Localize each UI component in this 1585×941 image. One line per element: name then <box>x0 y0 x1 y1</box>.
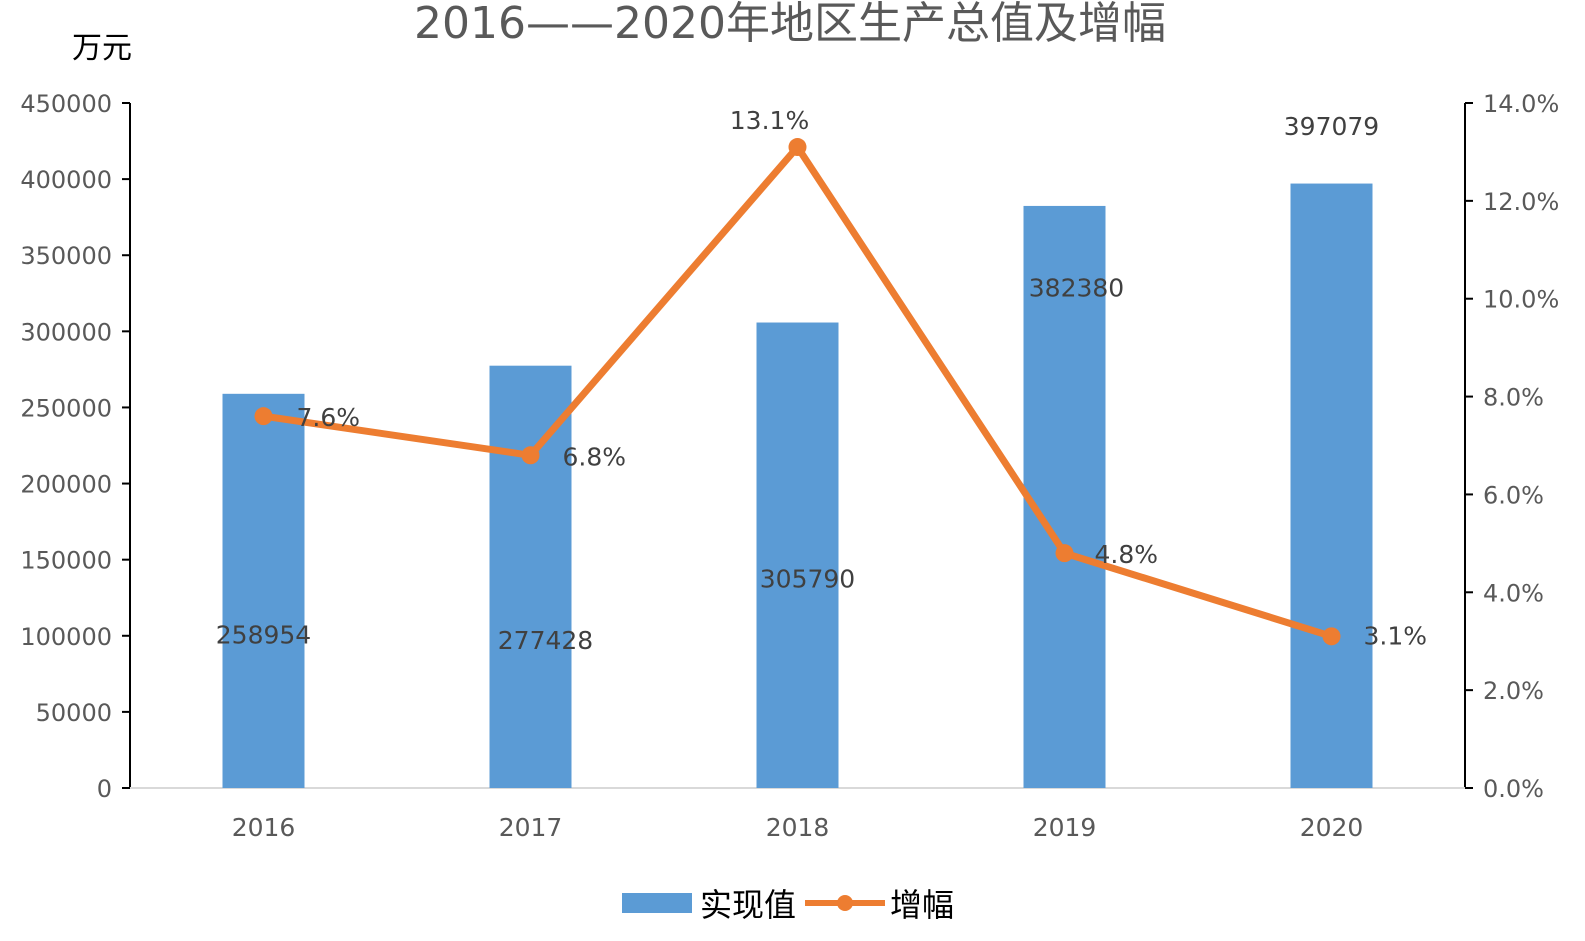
left-y-tick-label: 200000 <box>20 471 112 499</box>
legend-bar-swatch <box>622 893 692 913</box>
left-y-tick-label: 100000 <box>20 623 112 651</box>
left-y-tick-label: 50000 <box>36 699 112 727</box>
growth-point-2016 <box>254 407 273 426</box>
right-y-tick-label: 6.0% <box>1483 481 1544 509</box>
growth-value-label: 13.1% <box>730 106 809 135</box>
left-y-tick-label: 250000 <box>20 394 112 422</box>
right-y-tick-label: 0.0% <box>1483 775 1544 803</box>
growth-line-group <box>254 138 1341 646</box>
growth-point-2019 <box>1055 544 1074 563</box>
axes-group: 0 50000 100000 150000 200000 250000 300000 3500… <box>20 90 1559 842</box>
bars-group <box>222 183 1373 789</box>
left-y-tick-label: 450000 <box>20 90 112 118</box>
growth-value-label: 3.1% <box>1364 621 1428 650</box>
data-labels-group: 258954 277428 305790 382380 397079 7.6% 6.8% 13… <box>216 106 1427 655</box>
growth-value-label: 4.8% <box>1095 540 1159 569</box>
left-y-tick-label: 0 <box>97 775 112 803</box>
growth-point-2017 <box>521 446 540 465</box>
growth-point-2020 <box>1322 627 1341 646</box>
legend-line-label: 增幅 <box>890 886 954 924</box>
x-category-label: 2016 <box>232 813 296 842</box>
growth-point-2018 <box>788 138 807 157</box>
legend: 实现值 增幅 <box>622 886 954 924</box>
left-y-tick-label: 350000 <box>20 242 112 270</box>
growth-value-label: 7.6% <box>297 403 361 432</box>
legend-bar-label: 实现值 <box>700 886 796 924</box>
right-y-tick-label: 10.0% <box>1483 286 1559 314</box>
left-y-tick-label: 400000 <box>20 166 112 194</box>
bar-value-label: 305790 <box>760 565 855 594</box>
x-category-label: 2019 <box>1033 813 1097 842</box>
bar-value-label: 258954 <box>216 620 311 649</box>
growth-value-label: 6.8% <box>563 442 627 471</box>
right-y-tick-label: 14.0% <box>1483 90 1559 118</box>
bar-2018 <box>756 322 839 788</box>
bar-2020 <box>1290 183 1373 789</box>
right-y-tick-label: 8.0% <box>1483 384 1544 412</box>
left-axis-unit-label: 万元 <box>72 31 132 66</box>
left-y-tick-label: 300000 <box>20 318 112 346</box>
right-y-tick-label: 12.0% <box>1483 188 1559 216</box>
bar-value-label: 397079 <box>1284 112 1379 141</box>
x-category-label: 2018 <box>766 813 830 842</box>
chart-title: 2016——2020年地区生产总值及增幅 <box>414 0 1166 49</box>
bar-value-label: 382380 <box>1029 273 1124 302</box>
right-y-tick-label: 2.0% <box>1483 677 1544 705</box>
bar-2019 <box>1023 205 1106 788</box>
legend-line-marker <box>837 895 853 911</box>
bar-2016 <box>222 393 305 788</box>
x-category-label: 2017 <box>499 813 563 842</box>
bar-2017 <box>489 365 572 788</box>
bar-value-label: 277428 <box>498 626 593 655</box>
left-y-tick-label: 150000 <box>20 547 112 575</box>
x-category-label: 2020 <box>1300 813 1364 842</box>
right-y-tick-label: 4.0% <box>1483 579 1544 607</box>
